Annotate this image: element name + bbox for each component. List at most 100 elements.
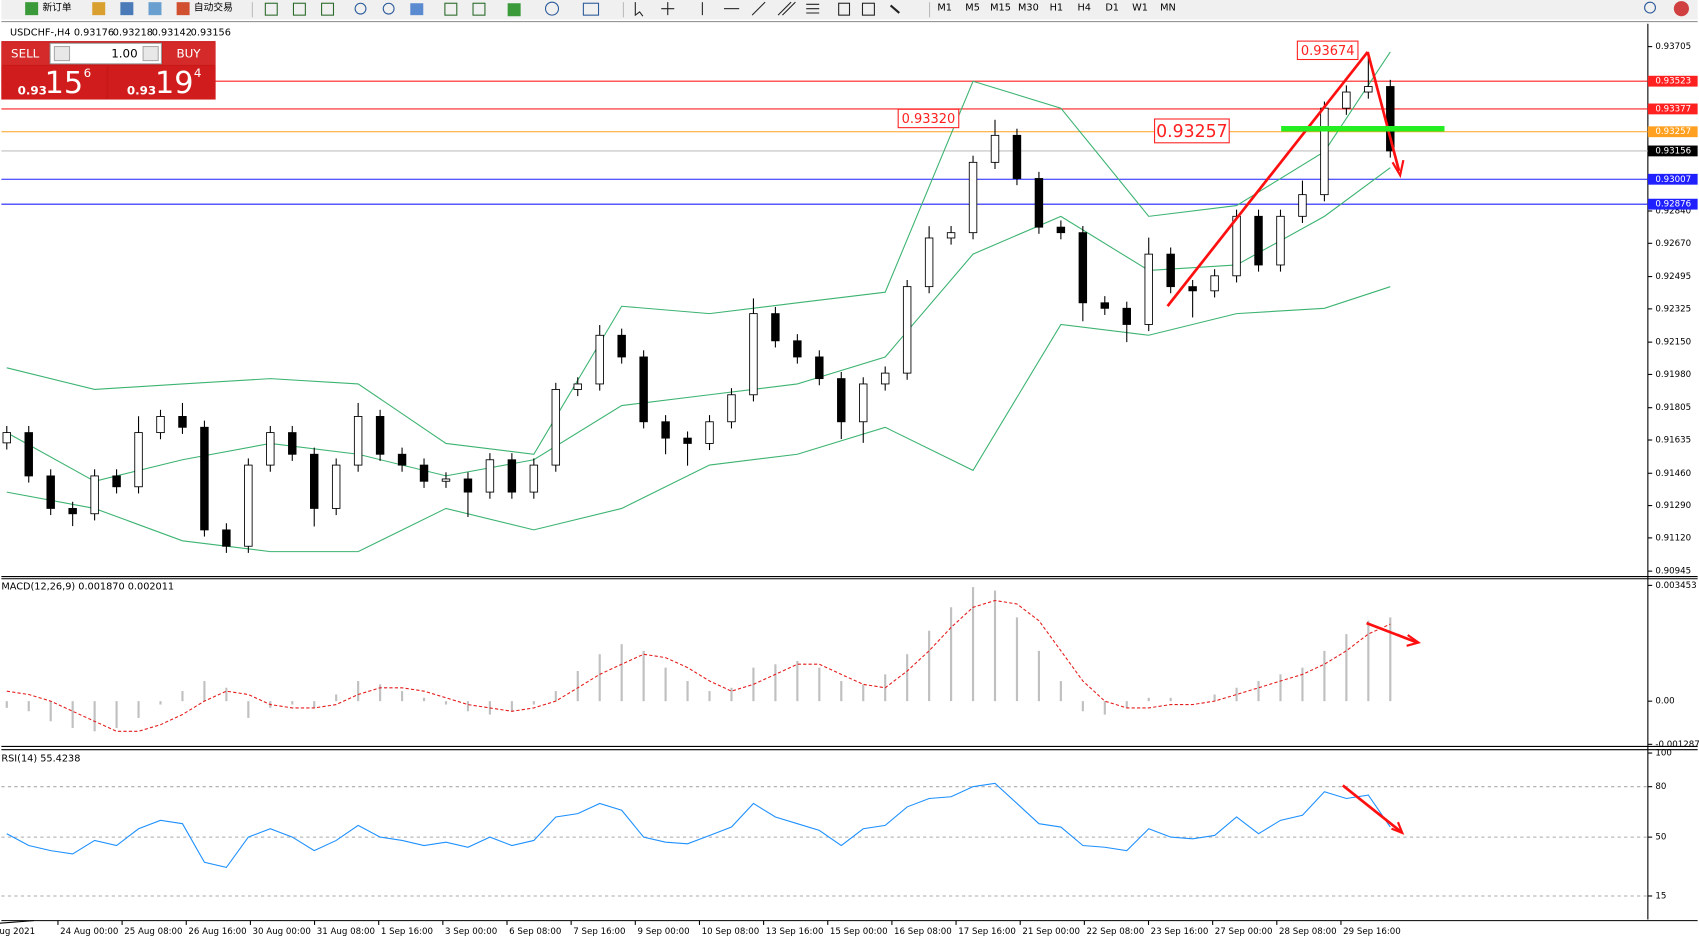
buy-price-fraction[interactable]: 4 [194, 66, 202, 80]
x-tick-label: 27 Sep 00:00 [1215, 927, 1273, 937]
candle-body [331, 464, 341, 509]
crosshair-icon[interactable] [661, 2, 675, 16]
timeframe-button[interactable]: M1 [937, 3, 952, 14]
channel-icon[interactable] [777, 1, 796, 16]
templates-icon[interactable] [582, 2, 600, 16]
price-level-label: 0.93257 [1655, 127, 1691, 137]
buy-price-button[interactable] [108, 65, 216, 100]
candle-body [1276, 215, 1285, 266]
indicators-icon[interactable] [507, 3, 521, 17]
rsi-pane: 100 80 50 15 [1, 749, 1672, 901]
toolbar-icon[interactable] [292, 2, 306, 16]
candle-body [463, 478, 473, 493]
toolbar-icon[interactable] [148, 2, 162, 16]
auto-trading-button[interactable]: 自动交易 [194, 1, 233, 14]
sell-label[interactable]: SELL [11, 47, 40, 61]
y-tick-label: 0.90945 [1655, 567, 1691, 577]
sell-price-fraction[interactable]: 6 [84, 66, 92, 80]
auto-trading-icon[interactable] [176, 2, 190, 16]
sell-price-big-figure[interactable]: 0.93 [18, 83, 47, 97]
timeframe-button[interactable]: H1 [1050, 3, 1064, 14]
timeframe-button[interactable]: W1 [1132, 3, 1148, 14]
text-icon[interactable] [838, 2, 851, 16]
buy-price-pips[interactable]: 19 [155, 66, 194, 101]
candle-body [90, 475, 99, 515]
zoom-out-icon[interactable] [382, 2, 395, 15]
x-tick-label: 22 Sep 08:00 [1087, 927, 1145, 937]
zoom-in-icon[interactable] [354, 2, 367, 15]
y-tick-label: 0.93705 [1655, 42, 1691, 52]
toolbar-icon[interactable] [444, 2, 458, 16]
timeframe-button[interactable]: D1 [1105, 3, 1119, 14]
toolbar-icon[interactable] [410, 3, 424, 16]
candle-body [1100, 302, 1110, 309]
candle-body [749, 313, 758, 396]
quote-high: 0.93218 [113, 27, 153, 38]
lots-up[interactable] [142, 45, 159, 62]
notifications-icon[interactable] [1673, 1, 1689, 17]
timeframe-button[interactable]: M5 [965, 3, 980, 14]
buy-button[interactable] [162, 42, 216, 65]
search-icon[interactable] [1644, 1, 1656, 14]
periods-icon[interactable] [544, 1, 560, 16]
x-tick-label: 23 Sep 16:00 [1151, 927, 1209, 937]
y-tick-label: 0.92325 [1655, 304, 1691, 314]
one-click-trading: SELL 1.00 BUY 0.93 15 6 0.93 19 4 [1, 41, 216, 101]
trendline-icon[interactable] [751, 1, 766, 16]
candle-body [24, 432, 33, 477]
x-tick-label: 28 Sep 08:00 [1279, 927, 1337, 937]
rsi-line [6, 782, 1391, 868]
toolbar-icon[interactable] [92, 2, 106, 16]
price-level-label: 0.93523 [1655, 77, 1691, 87]
fibo-icon[interactable] [806, 3, 820, 14]
candle-body [2, 432, 11, 444]
candle-body [705, 421, 714, 444]
buy-price-big-figure[interactable]: 0.93 [127, 83, 156, 97]
drawings [1166, 51, 1445, 835]
candle-body [617, 334, 626, 358]
price-level-tag [1647, 103, 1698, 115]
sell-price-button[interactable] [1, 65, 107, 100]
x-tick-label: 21 Sep 00:00 [1022, 927, 1080, 937]
candle-body [968, 161, 978, 234]
sell-button[interactable] [1, 42, 49, 65]
x-tick-label: 31 Aug 08:00 [317, 927, 375, 937]
timeframe-button[interactable]: MN [1160, 3, 1176, 14]
candle-body [1210, 275, 1219, 292]
quote-open: 0.93176 [74, 27, 114, 38]
cursor-icon[interactable] [634, 2, 644, 17]
candle-body [727, 394, 736, 423]
x-tick-label: 6 Sep 08:00 [509, 927, 561, 937]
new-order-icon[interactable] [25, 2, 39, 16]
candle-body [1034, 178, 1044, 228]
candle-body [310, 453, 319, 509]
lots-input[interactable] [49, 42, 163, 65]
candle-body [1188, 286, 1197, 292]
buy-label[interactable]: BUY [176, 47, 201, 61]
x-tick-label: 26 Aug 16:00 [188, 927, 246, 937]
x-tick-label: 7 Sep 16:00 [573, 927, 625, 937]
candle-body [507, 459, 517, 493]
y-tick-label: 0.91805 [1655, 403, 1691, 413]
candle-body [1144, 253, 1153, 325]
candle-body [880, 372, 890, 385]
sell-price-pips[interactable]: 15 [45, 66, 84, 101]
toolbar-icon[interactable] [120, 2, 134, 16]
arrows-icon[interactable] [889, 4, 900, 14]
divergence-arrow [1366, 621, 1418, 644]
candle-body [68, 507, 77, 515]
candle-body [1320, 107, 1329, 196]
lots-value[interactable]: 1.00 [111, 47, 137, 61]
lots-down[interactable] [53, 45, 71, 62]
label-icon[interactable] [861, 2, 875, 16]
toolbar-icon[interactable] [472, 2, 486, 16]
timeframe-button[interactable]: H4 [1078, 3, 1092, 14]
toolbar-icon[interactable] [321, 2, 335, 16]
new-order-button[interactable]: 新订单 [42, 1, 71, 14]
timeframe-button[interactable]: M30 [1018, 3, 1039, 14]
candle-body [134, 432, 143, 488]
toolbar-icon[interactable] [264, 2, 278, 16]
candle-body [815, 356, 824, 380]
timeframe-button[interactable]: M15 [990, 3, 1011, 14]
x-tick-label: 10 Sep 08:00 [702, 927, 760, 937]
